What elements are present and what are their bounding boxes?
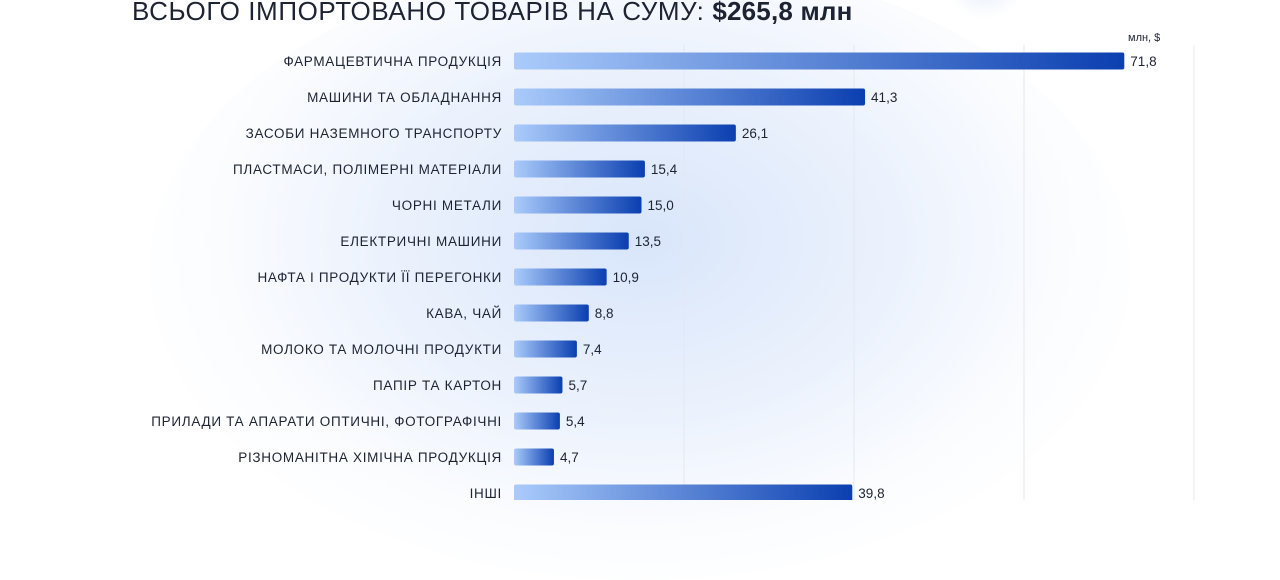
title-prefix: ВСЬОГО ІМПОРТОВАНО ТОВАРІВ НА СУМУ: <box>132 0 705 26</box>
bar-row: ПАПІР ТА КАРТОН 5,7 <box>373 376 587 394</box>
bar <box>514 160 645 178</box>
bar <box>514 340 577 358</box>
value-label: 5,7 <box>568 378 587 393</box>
grid-layer <box>683 45 1195 500</box>
value-label: 10,9 <box>613 270 639 285</box>
bar <box>514 484 853 500</box>
category-label: ЕЛЕКТРИЧНІ МАШИНИ <box>340 234 502 249</box>
value-label: 15,4 <box>651 162 678 177</box>
bar <box>514 196 642 214</box>
bar <box>514 304 589 322</box>
bar-row: ЧОРНІ МЕТАЛИ 15,0 <box>392 196 674 214</box>
category-label: ПАПІР ТА КАРТОН <box>373 378 502 393</box>
bar-chart: ФАРМАЦЕВТИЧНА ПРОДУКЦІЯ 71,8 МАШИНИ ТА ОБЛ… <box>151 45 1195 500</box>
bar <box>514 52 1125 70</box>
bar-row: ПРИЛАДИ ТА АПАРАТИ ОПТИЧНІ, ФОТОГРАФІЧНІ… <box>151 412 585 430</box>
category-label: ІНШІ <box>470 486 502 500</box>
title-amount: $265,8 млн <box>712 0 853 26</box>
category-label: КАВА, ЧАЙ <box>426 306 502 321</box>
value-label: 8,8 <box>595 306 614 321</box>
value-label: 41,3 <box>871 90 897 105</box>
bar-row: МОЛОКО ТА МОЛОЧНІ ПРОДУКТИ 7,4 <box>261 340 602 358</box>
category-label: ПЛАСТМАСИ, ПОЛІМЕРНІ МАТЕРІАЛИ <box>233 162 502 177</box>
unit-label: млн, $ <box>1128 32 1161 44</box>
bar <box>514 268 607 286</box>
value-label: 26,1 <box>742 126 768 141</box>
value-label: 13,5 <box>635 234 661 249</box>
bar-row: ЕЛЕКТРИЧНІ МАШИНИ 13,5 <box>340 232 661 250</box>
bar-row: ФАРМАЦЕВТИЧНА ПРОДУКЦІЯ 71,8 <box>283 52 1157 70</box>
value-label: 7,4 <box>583 342 602 357</box>
bar <box>514 124 736 142</box>
value-label: 71,8 <box>1130 54 1156 69</box>
category-label: ПРИЛАДИ ТА АПАРАТИ ОПТИЧНІ, ФОТОГРАФІЧНІ <box>151 414 502 429</box>
bar <box>514 448 554 466</box>
page-title: ВСЬОГО ІМПОРТОВАНО ТОВАРІВ НА СУМУ: $265… <box>132 0 853 28</box>
bar-row: ЗАСОБИ НАЗЕМНОГО ТРАНСПОРТУ 26,1 <box>246 124 768 142</box>
category-label: МОЛОКО ТА МОЛОЧНІ ПРОДУКТИ <box>261 342 502 357</box>
bar-row: ПЛАСТМАСИ, ПОЛІМЕРНІ МАТЕРІАЛИ 15,4 <box>233 160 678 178</box>
value-label: 39,8 <box>858 486 884 500</box>
category-label: РІЗНОМАНІТНА ХІМІЧНА ПРОДУКЦІЯ <box>238 450 502 465</box>
category-label: ЧОРНІ МЕТАЛИ <box>392 198 502 213</box>
category-label: НАФТА І ПРОДУКТИ ЇЇ ПЕРЕГОНКИ <box>257 270 502 285</box>
bar-row: КАВА, ЧАЙ 8,8 <box>426 304 614 322</box>
bar-layer: ФАРМАЦЕВТИЧНА ПРОДУКЦІЯ 71,8 МАШИНИ ТА ОБЛ… <box>151 52 1157 500</box>
category-label: ЗАСОБИ НАЗЕМНОГО ТРАНСПОРТУ <box>246 126 502 141</box>
bar-row: РІЗНОМАНІТНА ХІМІЧНА ПРОДУКЦІЯ 4,7 <box>238 448 579 466</box>
category-label: МАШИНИ ТА ОБЛАДНАННЯ <box>307 90 502 105</box>
value-label: 15,0 <box>648 198 674 213</box>
bar <box>514 88 866 106</box>
bar-row: ІНШІ 39,8 <box>470 484 885 500</box>
category-label: ФАРМАЦЕВТИЧНА ПРОДУКЦІЯ <box>283 54 502 69</box>
bar <box>514 232 629 250</box>
bar-row: МАШИНИ ТА ОБЛАДНАННЯ 41,3 <box>307 88 897 106</box>
value-label: 5,4 <box>566 414 585 429</box>
value-label: 4,7 <box>560 450 579 465</box>
bar-row: НАФТА І ПРОДУКТИ ЇЇ ПЕРЕГОНКИ 10,9 <box>257 268 639 286</box>
bar <box>514 412 560 430</box>
bar <box>514 376 563 394</box>
